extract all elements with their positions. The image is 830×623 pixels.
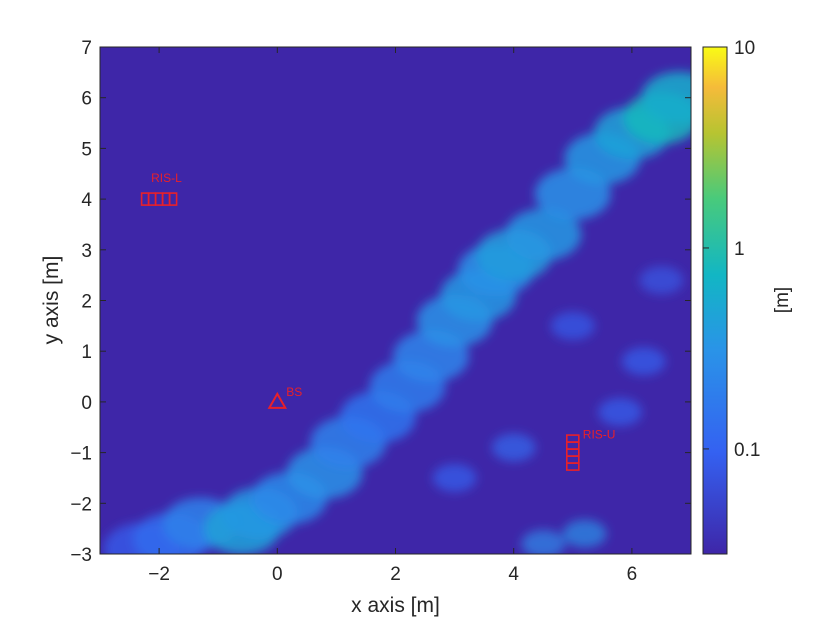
x-tick-label: 0	[272, 564, 283, 585]
x-tick-label: 2	[390, 564, 401, 585]
y-tick-label: 5	[81, 139, 92, 160]
x-tick-label: 6	[627, 564, 638, 585]
x-tick-label: 4	[508, 564, 519, 585]
markers-layer: RIS-L BS RIS-U	[140, 171, 616, 471]
bs-label: BS	[286, 385, 302, 399]
y-tick-label: 6	[81, 89, 92, 110]
y-tick-label: 0	[81, 393, 92, 414]
heat-cell	[521, 529, 566, 554]
colorbar	[702, 46, 728, 555]
ris-label: RIS-U	[583, 428, 616, 442]
y-tick-label: 1	[81, 342, 92, 363]
y-axis-label: y axis [m]	[40, 256, 63, 345]
heat-cell	[639, 266, 684, 295]
colorbar-tick-label: 1	[734, 239, 745, 260]
ris-element	[168, 192, 178, 206]
x-tick-label: −2	[148, 564, 170, 585]
heat-layer	[103, 71, 691, 554]
y-tick-label: −2	[70, 494, 92, 515]
heat-cell	[505, 208, 582, 261]
plot-background	[100, 47, 691, 554]
colorbar-tick-label: 0.1	[734, 440, 760, 461]
heat-cell	[550, 311, 595, 340]
y-ticks: −3 −2 −1 0 1 2 3 4 5 6 7	[70, 38, 691, 566]
y-tick-label: 2	[81, 292, 92, 313]
y-tick-label: 4	[81, 190, 92, 211]
heat-cell	[641, 71, 691, 124]
ris-element	[565, 462, 580, 471]
y-tick-label: 3	[81, 241, 92, 262]
bs-marker	[267, 391, 288, 409]
heat-cell	[432, 463, 477, 492]
heat-cell	[491, 433, 536, 462]
colorbar-label: [m]	[772, 287, 793, 313]
x-ticks: −2 0 2 4 6	[148, 47, 637, 585]
y-tick-label: −1	[70, 444, 92, 465]
colorbar-tick-label: 10	[734, 38, 755, 59]
colorbar-ticks: 0.1 1 10	[703, 38, 760, 461]
heat-cell	[621, 347, 666, 376]
x-axis-label: x axis [m]	[351, 594, 440, 617]
y-tick-label: −3	[70, 545, 92, 566]
heat-cell	[598, 398, 643, 427]
heat-cell	[562, 519, 607, 548]
ris-label: RIS-L	[151, 171, 182, 185]
y-tick-label: 7	[81, 38, 92, 59]
